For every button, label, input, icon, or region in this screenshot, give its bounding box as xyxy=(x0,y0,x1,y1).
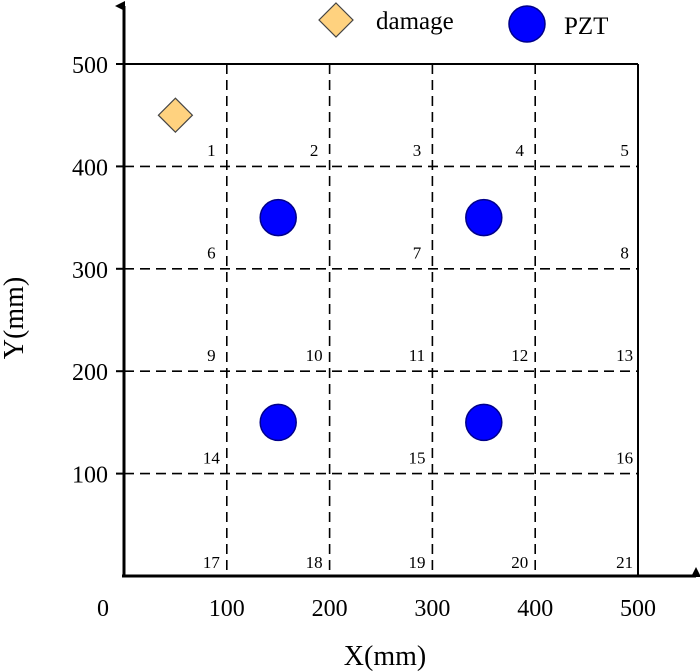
x-tick-label: 100 xyxy=(209,596,245,622)
zone-number: 11 xyxy=(409,346,425,365)
zone-number: 12 xyxy=(511,346,528,365)
zone-number: 19 xyxy=(408,553,425,572)
y-tick-label: 400 xyxy=(72,155,108,181)
zone-number: 4 xyxy=(516,141,525,160)
x-tick-label: 300 xyxy=(414,596,450,622)
x-tick-labels: 0 100 200 300 400 500 xyxy=(97,596,656,622)
legend-damage-diamond xyxy=(318,2,354,38)
y-tick-labels: 100 200 300 400 500 xyxy=(72,53,108,489)
zone-number: 6 xyxy=(207,244,216,263)
zone-number: 10 xyxy=(306,346,323,365)
pzt-sensor-marker xyxy=(259,198,297,237)
zone-number: 17 xyxy=(203,553,221,572)
y-axis-label: Y(mm) xyxy=(0,277,30,359)
y-tick-label: 500 xyxy=(72,53,108,79)
zone-number: 2 xyxy=(310,141,319,160)
pzt-sensor-marker xyxy=(259,403,297,442)
x-tick-label: 0 xyxy=(97,596,109,622)
y-tick-label: 300 xyxy=(72,258,108,284)
zone-number: 8 xyxy=(620,244,629,263)
plot-frame xyxy=(124,63,639,576)
legend-damage-label: damage xyxy=(376,8,454,35)
zone-number: 16 xyxy=(616,448,633,467)
x-tick-label: 200 xyxy=(312,596,348,622)
x-tick-label: 400 xyxy=(517,596,553,622)
y-tick-label: 100 xyxy=(72,463,108,489)
dashed-grid xyxy=(124,64,638,576)
pzt-sensor-marker xyxy=(465,403,503,442)
damage-marker xyxy=(157,97,194,134)
zone-number: 13 xyxy=(616,346,633,365)
zone-number: 7 xyxy=(413,244,422,263)
x-tick-label: 500 xyxy=(620,596,656,622)
zone-number: 3 xyxy=(413,141,422,160)
axes xyxy=(115,1,700,578)
zone-number: 5 xyxy=(620,141,629,160)
zone-number: 1 xyxy=(207,141,216,160)
legend: damage PZT xyxy=(318,2,608,43)
zone-number: 21 xyxy=(616,553,633,572)
y-tick-label: 200 xyxy=(72,360,108,386)
zone-number: 18 xyxy=(306,553,323,572)
zone-number: 20 xyxy=(511,553,528,572)
zone-number: 9 xyxy=(207,346,216,365)
legend-pzt-label: PZT xyxy=(564,13,608,40)
legend-pzt-circle xyxy=(508,5,546,43)
zone-number: 14 xyxy=(203,448,221,467)
pzt-sensor-marker xyxy=(465,198,503,237)
x-axis-label: X(mm) xyxy=(344,641,426,672)
zone-number: 15 xyxy=(408,448,425,467)
markers xyxy=(157,97,503,442)
